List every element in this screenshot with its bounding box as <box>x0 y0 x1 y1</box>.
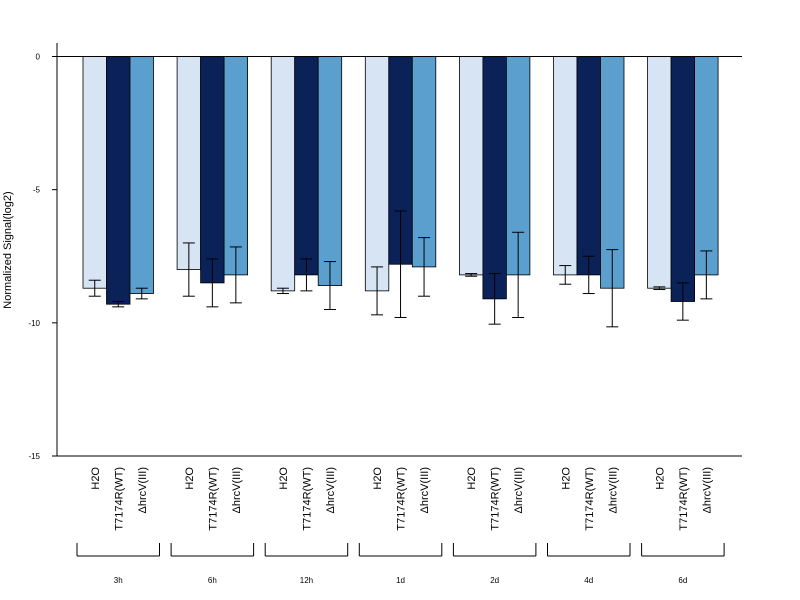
error-bar <box>582 255 595 295</box>
bar-12h-1 <box>294 56 319 276</box>
x-category-label: ΔhrcV(III) <box>607 467 619 513</box>
y-tick-label: 0 <box>36 53 41 62</box>
x-category-label: H2O <box>654 467 666 490</box>
x-category-label: T7174R(WT) <box>207 467 219 531</box>
bar-12h-0 <box>270 56 296 292</box>
error-bar <box>182 242 195 297</box>
error-bar <box>88 279 101 297</box>
x-category-label: H2O <box>184 467 196 490</box>
x-category-label: H2O <box>560 467 572 490</box>
y-axis: 0 -5 -10 -15 <box>28 43 58 461</box>
y-tick-label: -15 <box>28 452 40 461</box>
x-category-label: T7174R(WT) <box>584 467 596 531</box>
error-bar <box>276 287 289 295</box>
bar-2d-0 <box>458 56 484 276</box>
x-category-label: H2O <box>90 467 102 490</box>
x-category-label: ΔhrcV(III) <box>701 467 713 513</box>
x-category-label: T7174R(WT) <box>396 467 408 531</box>
bar-6h-0 <box>176 56 202 270</box>
error-bar <box>700 250 713 300</box>
group-bracket <box>358 543 443 557</box>
bars-layer <box>82 56 719 305</box>
error-bar <box>300 258 313 292</box>
group-brackets-layer: 3h 6h 12h 1d 2d 4d 6d <box>76 543 725 585</box>
bar-3h-2 <box>129 56 154 294</box>
group-label-3h: 3h <box>114 576 123 585</box>
error-bar <box>559 265 572 285</box>
error-bars-layer <box>88 210 713 328</box>
x-category-label: H2O <box>466 467 478 490</box>
bar-3h-1 <box>106 56 131 305</box>
bar-6d-0 <box>647 56 672 289</box>
group-bracket <box>76 543 160 557</box>
group-label-12h: 12h <box>300 576 313 585</box>
bar-4d-1 <box>576 56 601 276</box>
error-bar <box>653 286 666 291</box>
bar-6d-1 <box>670 56 695 302</box>
x-category-label: T7174R(WT) <box>678 467 690 531</box>
x-category-label: T7174R(WT) <box>490 467 502 531</box>
bar-6d-2 <box>694 56 719 276</box>
bar-3h-0 <box>82 56 107 289</box>
bar-6h-2 <box>223 56 249 276</box>
y-tick-label: -10 <box>28 319 40 328</box>
error-bar <box>418 237 431 297</box>
bar-2d-1 <box>482 56 507 300</box>
group-bracket <box>547 543 631 557</box>
error-bar <box>512 231 525 319</box>
x-category-label: ΔhrcV(III) <box>325 467 337 513</box>
error-bar <box>465 273 478 277</box>
group-label-6d: 6d <box>678 576 687 585</box>
bar-1d-0 <box>364 56 390 292</box>
group-bracket <box>452 543 537 557</box>
bar-4d-0 <box>553 56 578 276</box>
x-category-label: ΔhrcV(III) <box>231 467 243 513</box>
y-axis-label: Normalized Signal(log2) <box>2 191 14 308</box>
group-label-1d: 1d <box>396 576 405 585</box>
error-bar <box>488 273 501 325</box>
x-category-label: ΔhrcV(III) <box>513 467 525 513</box>
group-label-4d: 4d <box>584 576 593 585</box>
x-category-label: ΔhrcV(III) <box>419 467 431 513</box>
group-bracket <box>264 543 349 557</box>
error-bar <box>323 261 336 311</box>
x-category-label: H2O <box>278 467 290 490</box>
bar-6h-1 <box>200 56 225 284</box>
group-bracket <box>641 543 725 557</box>
error-bar <box>135 287 148 300</box>
x-category-label: H2O <box>372 467 384 490</box>
x-category-label: ΔhrcV(III) <box>137 467 149 513</box>
group-label-6h: 6h <box>208 576 217 585</box>
group-label-2d: 2d <box>490 576 499 585</box>
x-category-label: T7174R(WT) <box>301 467 313 531</box>
error-bar <box>606 249 619 328</box>
error-bar <box>676 282 689 321</box>
error-bar <box>112 301 125 308</box>
bar-1d-2 <box>411 56 437 268</box>
error-bar <box>394 210 407 319</box>
group-bracket <box>170 543 255 557</box>
bar-12h-2 <box>317 56 343 286</box>
y-tick-label: -5 <box>33 186 41 195</box>
x-category-label: T7174R(WT) <box>113 467 125 531</box>
error-bar <box>229 246 242 304</box>
category-labels-layer: H2O T7174R(WT) ΔhrcV(III) H2O T7174R(WT) Δhrc… <box>90 467 714 531</box>
error-bar <box>371 266 384 316</box>
error-bar <box>206 258 219 308</box>
